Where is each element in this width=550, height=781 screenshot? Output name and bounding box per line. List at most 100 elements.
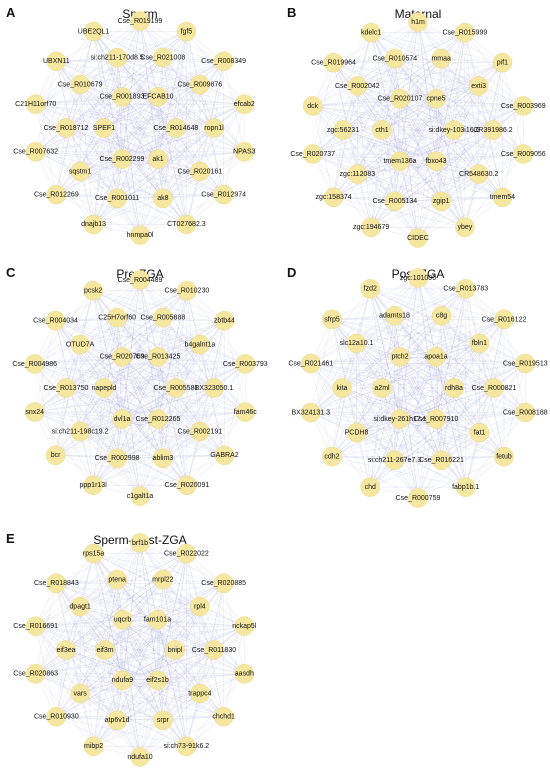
network-edge	[157, 356, 164, 459]
network-edge	[399, 98, 437, 162]
network-edge	[122, 583, 224, 620]
node-label: Cse_R012265	[136, 416, 181, 423]
node-label: tmem136a	[383, 158, 416, 165]
network-edge	[370, 32, 401, 162]
node-zgip1: zgip1	[431, 191, 451, 212]
network-edge	[310, 319, 333, 413]
network-edge	[440, 32, 466, 202]
node-si-dkey-261h17-1: si:dkey-261h17.1	[373, 409, 427, 429]
network-edge	[65, 356, 123, 389]
network-edge	[121, 387, 177, 420]
node-exti3: exti3	[468, 76, 489, 96]
network-edge	[174, 649, 224, 717]
network-edge	[157, 290, 188, 420]
network-nodes: h1m Cse_R015999 pif1 Cse_R003969 Cse_R009056…	[290, 12, 546, 248]
node-circle	[83, 736, 104, 757]
network-edge	[333, 62, 419, 239]
network-edge	[121, 411, 246, 420]
network-edge	[478, 85, 524, 155]
network-edge	[65, 553, 187, 651]
node-bx323050-1: BX323050.1	[195, 378, 233, 398]
network-edge	[35, 625, 200, 694]
node-label: vars	[74, 690, 88, 697]
node-label: apoa1a	[424, 354, 447, 361]
network-edge	[139, 455, 225, 497]
network-edge	[199, 84, 224, 195]
node-fzd2: fzd2	[360, 279, 381, 299]
network-edge	[93, 553, 176, 651]
network-edge	[56, 583, 81, 694]
network-edge	[116, 127, 177, 199]
network-edge	[92, 290, 141, 497]
panel-letter: A	[6, 5, 16, 20]
network-edge	[465, 288, 505, 457]
network-edge	[435, 98, 442, 202]
network-edge	[357, 85, 524, 155]
network-edge	[370, 288, 442, 317]
network-edge	[80, 60, 224, 85]
network-edge	[331, 315, 395, 320]
network-edge	[157, 649, 215, 681]
network-edge	[417, 153, 524, 239]
network-edge	[121, 356, 159, 420]
network-edge	[35, 542, 141, 627]
network-edge	[175, 387, 188, 486]
network-edge	[399, 98, 524, 107]
network-edge	[162, 649, 176, 721]
network-edge	[56, 619, 123, 717]
network-edge	[79, 344, 94, 486]
network-edge	[92, 317, 164, 486]
node-cse-r004986: Cse_R004986	[12, 354, 57, 374]
network-edge	[55, 356, 123, 456]
node-circle	[390, 89, 410, 109]
node-circle	[431, 305, 452, 326]
network-edge	[342, 129, 437, 162]
network-edge	[162, 57, 245, 153]
network-edge	[80, 84, 245, 153]
network-edge	[312, 62, 334, 155]
network-edge	[371, 32, 503, 63]
network-edge	[35, 625, 245, 675]
node-circle	[494, 446, 514, 467]
network-edge	[417, 343, 480, 499]
node-circle	[166, 378, 186, 398]
node-brf1b: brf1b	[130, 533, 150, 553]
network-edge	[369, 288, 401, 357]
network-edge	[381, 129, 466, 228]
network-edge	[79, 96, 159, 172]
network-edge	[92, 419, 123, 486]
node-ubxn11: UBXN11	[43, 51, 70, 72]
network-edge	[417, 277, 505, 320]
network-edge	[333, 160, 401, 198]
node-circle	[235, 354, 256, 374]
network-edge	[35, 151, 163, 199]
network-edge	[93, 151, 245, 225]
network-edge	[79, 606, 201, 694]
network-edge	[116, 317, 123, 420]
network-edge	[80, 320, 225, 345]
network-edge	[35, 31, 187, 105]
network-edge	[80, 171, 163, 199]
network-edge	[34, 320, 56, 413]
network-edge	[65, 290, 188, 389]
network-edge	[331, 456, 419, 499]
node-label: brf1b	[132, 540, 148, 547]
node-circle	[347, 164, 368, 184]
network-edge	[464, 32, 524, 107]
node-label: Cse_R018843	[34, 580, 79, 587]
node-label: si:ch211-170d8.5	[91, 54, 144, 61]
node-mmaa: mmaa	[431, 48, 451, 69]
node-label: Cse_R002191	[177, 428, 222, 435]
panel-d: DPost-ZGAzgc:101000Cse_R013783Cse_R01612…	[287, 265, 548, 508]
node-circle	[431, 48, 451, 69]
node-label: ak1	[152, 156, 163, 163]
network-edge	[121, 356, 159, 420]
network-edge	[56, 553, 94, 717]
node-label: Cse_R002998	[95, 455, 140, 462]
network-edge	[453, 387, 467, 488]
node-label: Cse_R021008	[140, 54, 185, 61]
node-cse-r005888: Cse_R005888	[140, 307, 185, 328]
node-circle	[107, 188, 127, 209]
node-circle	[361, 22, 381, 43]
node-cse-r020107: Cse_R020107	[378, 89, 422, 109]
